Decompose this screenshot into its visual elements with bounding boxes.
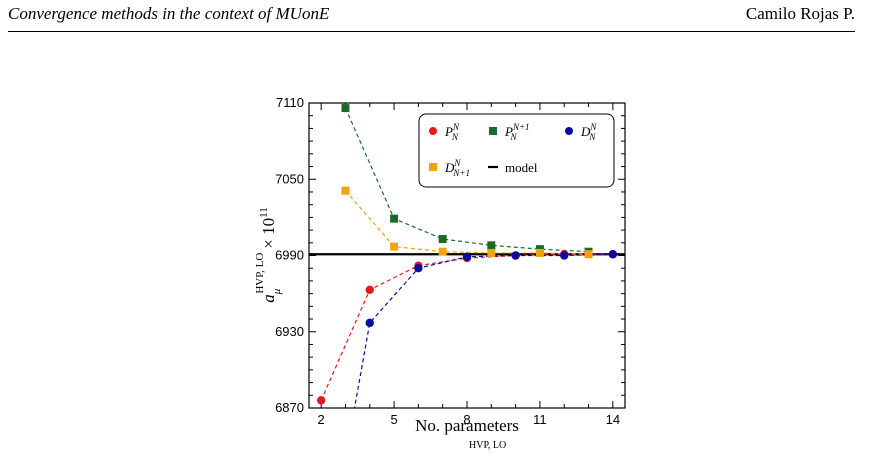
data-point (316, 396, 326, 405)
x-tick-label: 8 (463, 412, 470, 427)
y-axis-label: aμHVP, LO× 1011 (254, 207, 283, 302)
data-point (414, 264, 423, 273)
data-point (390, 242, 399, 251)
x-tick-label: 2 (318, 412, 325, 427)
y-tick-label: 6930 (275, 324, 304, 339)
data-point (438, 247, 447, 256)
legend-marker-p-n-n1 (489, 127, 497, 135)
caption-fragment: HVP, LO (469, 440, 507, 451)
legend-label-p-n-n: PN N (444, 122, 460, 142)
legend-marker-p-n-n (429, 127, 437, 135)
x-tick-label: 14 (606, 412, 620, 427)
data-point (365, 318, 374, 328)
y-tick-label: 7110 (276, 95, 304, 110)
series-line (320, 253, 613, 401)
data-point (487, 248, 496, 257)
header-author: Camilo Rojas P. (745, 4, 855, 23)
convergence-chart: 2 5 8 11 14 6870 6930 6990 7050 7110 No. paramet… (254, 95, 626, 435)
data-point (341, 104, 350, 113)
series-line (345, 190, 589, 255)
y-tick-label: 6990 (275, 248, 304, 263)
data-point (365, 285, 374, 295)
series-line (344, 107, 589, 253)
legend-label-d-n-n: DN N (580, 122, 597, 142)
data-point (535, 248, 544, 257)
x-tick-label: 11 (533, 412, 547, 427)
x-tick-label: 5 (390, 412, 397, 427)
data-point (560, 251, 569, 260)
x-axis-label: No. parameters (415, 416, 519, 435)
y-tick-labels: 6870 6930 6990 7050 7110 (275, 95, 304, 415)
data-point (487, 241, 496, 250)
y-tick-label: 6870 (275, 400, 304, 415)
data-point (608, 250, 618, 259)
legend-marker-d-n1-n (429, 163, 437, 171)
legend: PN N PN+1 N DN N DN N+1 model (418, 113, 615, 188)
legend-label-model: model (505, 160, 538, 175)
data-point (390, 214, 399, 223)
legend-marker-d-n-n (565, 127, 573, 135)
x-tick-labels: 2 5 8 11 14 (318, 412, 621, 427)
series-line (353, 253, 613, 408)
header-rule (8, 31, 855, 32)
data-point (438, 234, 447, 243)
data-point (584, 250, 593, 259)
series-markers (316, 104, 618, 405)
header-title: Convergence methods in the context of MU… (8, 4, 330, 23)
data-point (341, 186, 350, 195)
axis-ticks (309, 102, 625, 409)
data-point (511, 251, 520, 260)
y-tick-label: 7050 (275, 171, 304, 186)
data-point (462, 252, 472, 261)
page-header: Convergence methods in the context of MU… (0, 0, 871, 34)
